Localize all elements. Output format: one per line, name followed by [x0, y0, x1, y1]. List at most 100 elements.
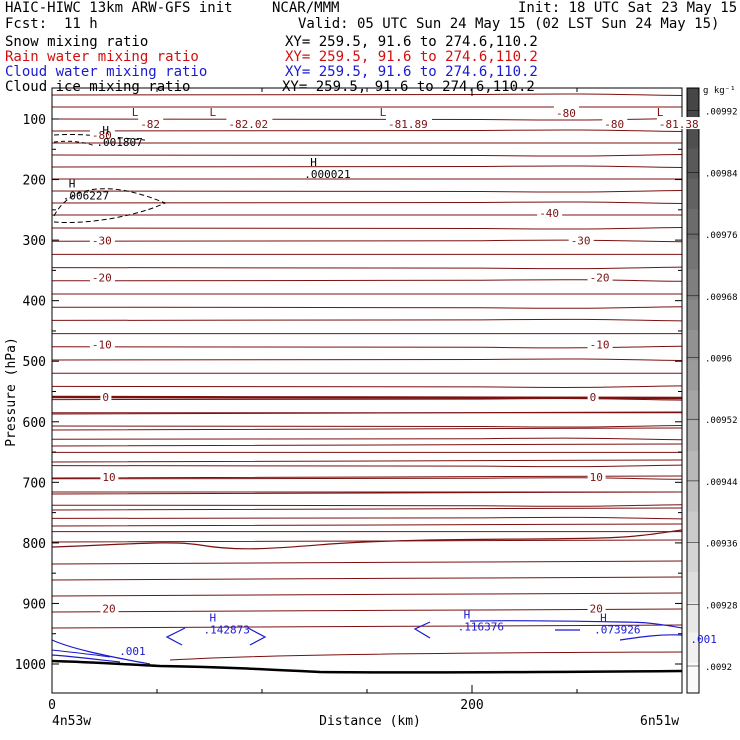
colorbar: .0092 .00928 .00936 .00944 .00952 .0096 .00968…: [686, 87, 738, 694]
cloud-water-contour: [469, 619, 683, 629]
low-marker: L: [210, 106, 217, 119]
high-marker: H: [210, 612, 217, 625]
temperature-contour: [51, 154, 683, 157]
temperature-label: -80: [92, 129, 112, 142]
temperature-contours: [51, 93, 683, 661]
temperature-contour: [51, 624, 683, 629]
terrain-surface: [51, 659, 683, 674]
y-tick-label: 100: [23, 113, 46, 128]
temperature-label: -80: [556, 107, 576, 120]
label-mask: [602, 117, 628, 130]
label-mask: [537, 206, 563, 219]
temperature-contour: [51, 279, 683, 282]
temperature-contour: [51, 539, 683, 543]
y-tick-label: 500: [23, 355, 46, 370]
temperature-contour: [51, 358, 683, 361]
cloud-ice-contour: [53, 188, 167, 224]
label-mask: [656, 117, 703, 130]
temperature-contour: [51, 529, 683, 550]
colorbar-segment: [687, 390, 699, 422]
y-axis-label: Pressure (hPa): [4, 337, 19, 447]
colorbar-unit: g kg⁻¹: [703, 86, 736, 96]
extremum-value: .116376: [458, 621, 504, 634]
temperature-contour: [169, 651, 683, 661]
temperature-contour: [51, 475, 683, 479]
cloud-water-contour: [619, 634, 683, 641]
field-cloudwater-xy: XY= 259.5, 91.6 to 274.6,110.2: [285, 64, 538, 80]
cloud-water-contour: [247, 627, 267, 646]
field-cloudice-name: Cloud ice mixing ratio: [5, 79, 191, 95]
temperature-label: -81.89: [388, 118, 428, 131]
extremum-value: .000021: [304, 168, 350, 181]
temperature-contour: [51, 165, 683, 168]
colorbar-segment: [687, 148, 699, 180]
cloud-water-label: .001: [119, 645, 146, 658]
temperature-contour: [51, 266, 683, 270]
cloud-water-contour: [165, 627, 186, 646]
temperature-label: 20: [590, 603, 603, 616]
colorbar-frame: [686, 87, 700, 694]
colorbar-segment: [687, 451, 699, 482]
temperature-contour: [51, 411, 683, 415]
extremum-value: .073926: [594, 624, 640, 637]
colorbar-segment: [687, 178, 699, 210]
y-tick-label: 600: [23, 416, 46, 431]
label-mask: [568, 233, 594, 246]
colorbar-segment: [687, 481, 699, 512]
colorbar-label: .00968: [705, 293, 738, 303]
cloud-water-contour: [51, 639, 151, 665]
temperature-contour: [51, 427, 683, 431]
model-title: HAIC-HIWC 13km ARW-GFS init: [5, 0, 233, 16]
field-cloudice-xy: XY= 259.5, 91.6 to 274.6,110.2: [282, 79, 535, 95]
label-mask: [100, 390, 112, 403]
temperature-contour: [51, 227, 683, 230]
y-tick-label: 300: [23, 234, 46, 249]
temperature-label: 0: [590, 391, 597, 404]
colorbar-label: .0092: [705, 663, 732, 673]
temperature-contour: [51, 459, 683, 463]
colorbar-segment: [687, 88, 699, 119]
temperature-contour: [51, 129, 683, 132]
valid-time: Valid: 05 UTC Sun 24 May 15 (02 LST Sun …: [298, 16, 720, 32]
colorbar-segment: [687, 572, 699, 603]
temperature-label: -80: [604, 118, 624, 131]
temperature-contour: [51, 385, 683, 388]
y-tick-label: 400: [23, 295, 46, 310]
cloud-ice-contour: [53, 140, 96, 147]
x-axis-label: Distance (km): [319, 714, 421, 729]
label-mask: [587, 470, 606, 483]
temperature-label: -81.38: [659, 118, 699, 131]
colorbar-segment: [687, 269, 699, 301]
temperature-contour: [51, 507, 683, 511]
x-tick-label: 0: [48, 698, 56, 713]
terrain-line: [51, 659, 683, 674]
temperature-label: 0: [102, 391, 109, 404]
y-tick-label: 1000: [15, 658, 46, 673]
temperature-contour: [51, 425, 683, 428]
label-mask: [89, 233, 115, 246]
colorbar-segment: [687, 541, 699, 573]
low-marker: L: [132, 106, 139, 119]
y-tick-label: 800: [23, 537, 46, 552]
temperature-contour: [51, 516, 683, 520]
colorbar-label: .00984: [705, 169, 738, 179]
temperature-contour: [51, 201, 683, 204]
temperature-contour: [51, 318, 683, 322]
temperature-contour: [51, 437, 683, 441]
colorbar-segment: [687, 330, 699, 361]
colorbar-segment: [687, 209, 699, 240]
field-cloudwater-name: Cloud water mixing ratio: [5, 64, 208, 80]
y-tick-label: 900: [23, 597, 46, 612]
temperature-label: -10: [590, 338, 610, 351]
cloud-water-contour: [413, 621, 431, 639]
temperature-label: 10: [102, 471, 115, 484]
temperature-contour: [51, 560, 683, 565]
temperature-label: -20: [590, 271, 610, 284]
colorbar-label: .0096: [705, 355, 732, 365]
high-marker: H: [310, 156, 317, 169]
colorbar-segment: [687, 360, 699, 391]
cloud-water-contours: [51, 619, 683, 665]
temperature-contour: [51, 345, 683, 349]
